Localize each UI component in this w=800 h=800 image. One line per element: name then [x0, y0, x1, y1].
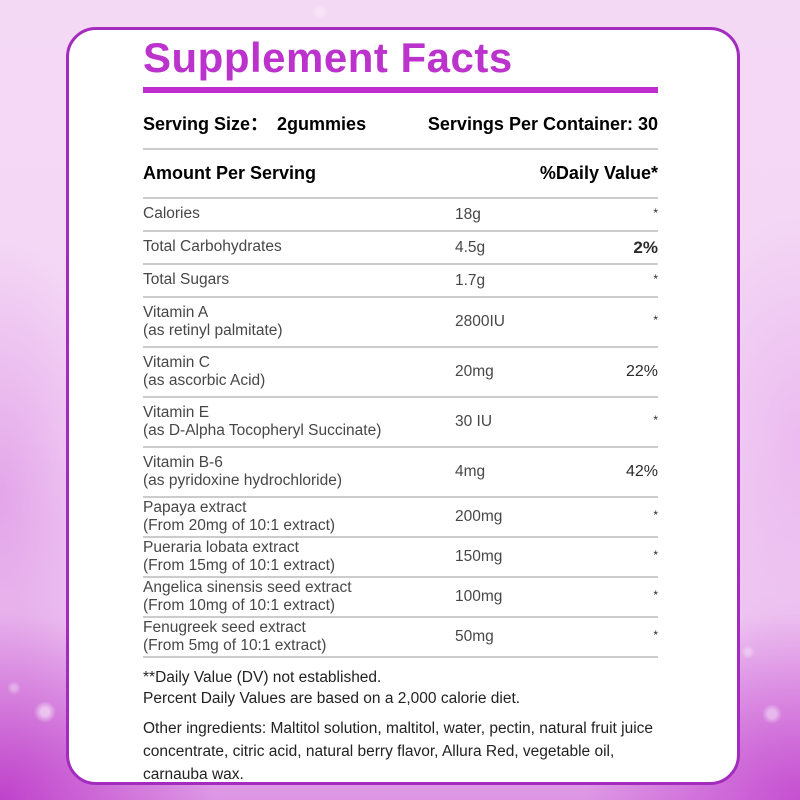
dv-not-established-note: **Daily Value (DV) not established.: [143, 669, 382, 687]
row-subname: (From 10mg of 10:1 extract): [143, 597, 336, 615]
row-dv: *: [653, 588, 658, 603]
row-dv: *: [653, 205, 658, 220]
row-name-cell: Vitamin A (as retinyl palmitate): [143, 304, 455, 341]
serving-size-label: Serving Size：: [143, 114, 269, 135]
row-dv: *: [653, 271, 658, 286]
row-name-cell: Vitamin E (as D-Alpha Tocopheryl Succina…: [143, 404, 455, 441]
daily-value-header: %Daily Value*: [539, 163, 658, 184]
row-amount: 20mg: [455, 363, 494, 381]
table-header: Amount Per Serving %Daily Value*: [143, 148, 658, 197]
row-name: Vitamin C: [143, 353, 210, 371]
footnotes: **Daily Value (DV) not established. Perc…: [143, 656, 658, 787]
row-name: Vitamin E: [143, 403, 210, 421]
table-row: Fenugreek seed extract (From 5mg of 10:1…: [143, 616, 658, 656]
serving-size: Serving Size： 2gummies: [143, 110, 366, 136]
row-subname: (as pyridoxine hydrochloride): [143, 472, 343, 490]
row-subname: (as D-Alpha Tocopheryl Succinate): [143, 422, 382, 440]
row-dv: 22%: [625, 363, 658, 381]
servings-per-container-value: 30: [637, 114, 658, 135]
row-amount: 30 IU: [455, 413, 493, 431]
row-name-cell: Fenugreek seed extract (From 5mg of 10:1…: [143, 619, 455, 656]
row-amount: 2800IU: [455, 313, 505, 331]
row-amount: 1.7g: [455, 271, 486, 289]
row-amount: 100mg: [455, 588, 503, 606]
other-ingredients: Other ingredients: Maltitol solution, ma…: [143, 720, 654, 784]
row-name: Vitamin B-6: [143, 453, 223, 471]
row-dv: 2%: [633, 237, 658, 257]
row-name: Vitamin A: [143, 303, 209, 321]
serving-info: Serving Size： 2gummies Servings Per Conta…: [143, 110, 658, 148]
row-name: Calories: [143, 205, 200, 223]
row-amount: 4mg: [455, 463, 486, 481]
supplement-facts-panel: Supplement Facts Serving Size： 2gummies S…: [66, 27, 740, 785]
amount-per-serving-header: Amount Per Serving: [143, 163, 317, 184]
row-name-cell: Angelica sinensis seed extract (From 10m…: [143, 579, 455, 616]
title-underline: [143, 87, 658, 94]
row-amount: 200mg: [455, 508, 503, 526]
row-dv: *: [653, 313, 658, 328]
row-subname: (as retinyl palmitate): [143, 322, 283, 340]
row-name: Angelica sinensis seed extract: [143, 578, 352, 596]
row-name: Total Carbohydrates: [143, 238, 282, 256]
table-row: Vitamin E (as D-Alpha Tocopheryl Succina…: [143, 396, 658, 446]
row-amount: 18g: [455, 205, 481, 223]
row-dv: *: [653, 508, 658, 523]
row-name-cell: Total Carbohydrates: [143, 238, 455, 256]
row-name: Pueraria lobata extract: [143, 538, 299, 556]
table-row: Angelica sinensis seed extract (From 10m…: [143, 576, 658, 616]
table-row: Total Sugars 1.7g *: [143, 263, 658, 296]
table-row: Pueraria lobata extract (From 15mg of 10…: [143, 536, 658, 576]
row-name-cell: Papaya extract (From 20mg of 10:1 extrac…: [143, 499, 455, 536]
row-amount: 150mg: [455, 548, 503, 566]
row-dv: *: [653, 413, 658, 428]
row-subname: (From 20mg of 10:1 extract): [143, 517, 336, 535]
row-amount: 4.5g: [455, 238, 486, 256]
table-row: Total Carbohydrates 4.5g 2%: [143, 230, 658, 263]
row-dv: *: [653, 628, 658, 643]
row-name-cell: Vitamin B-6 (as pyridoxine hydrochloride…: [143, 454, 455, 491]
table-row: Vitamin A (as retinyl palmitate) 2800IU …: [143, 296, 658, 346]
servings-per-container-label: Servings Per Container:: [427, 114, 633, 135]
row-dv: *: [653, 548, 658, 563]
row-amount: 50mg: [455, 628, 494, 646]
table-row: Papaya extract (From 20mg of 10:1 extrac…: [143, 496, 658, 536]
facts-rows: Calories 18g * Total Carbohydrates 4.5g …: [143, 197, 658, 656]
row-name: Fenugreek seed extract: [143, 618, 306, 636]
row-name: Total Sugars: [143, 271, 230, 289]
row-dv: 42%: [625, 463, 658, 481]
servings-per-container: Servings Per Container: 30: [428, 114, 658, 135]
row-subname: (as ascorbic Acid): [143, 372, 266, 390]
row-name-cell: Vitamin C (as ascorbic Acid): [143, 354, 455, 391]
page-title: Supplement Facts: [143, 34, 513, 81]
row-subname: (From 15mg of 10:1 extract): [143, 557, 336, 575]
table-row: Vitamin C (as ascorbic Acid) 20mg 22%: [143, 346, 658, 396]
row-name-cell: Calories: [143, 205, 455, 223]
table-row: Vitamin B-6 (as pyridoxine hydrochloride…: [143, 446, 658, 496]
row-name: Papaya extract: [143, 498, 247, 516]
serving-size-value: 2gummies: [277, 114, 367, 135]
row-name-cell: Pueraria lobata extract (From 15mg of 10…: [143, 539, 455, 576]
percent-daily-values-note: Percent Daily Values are based on a 2,00…: [143, 689, 521, 707]
row-subname: (From 5mg of 10:1 extract): [143, 637, 327, 655]
table-row: Calories 18g *: [143, 197, 658, 230]
row-name-cell: Total Sugars: [143, 271, 455, 289]
